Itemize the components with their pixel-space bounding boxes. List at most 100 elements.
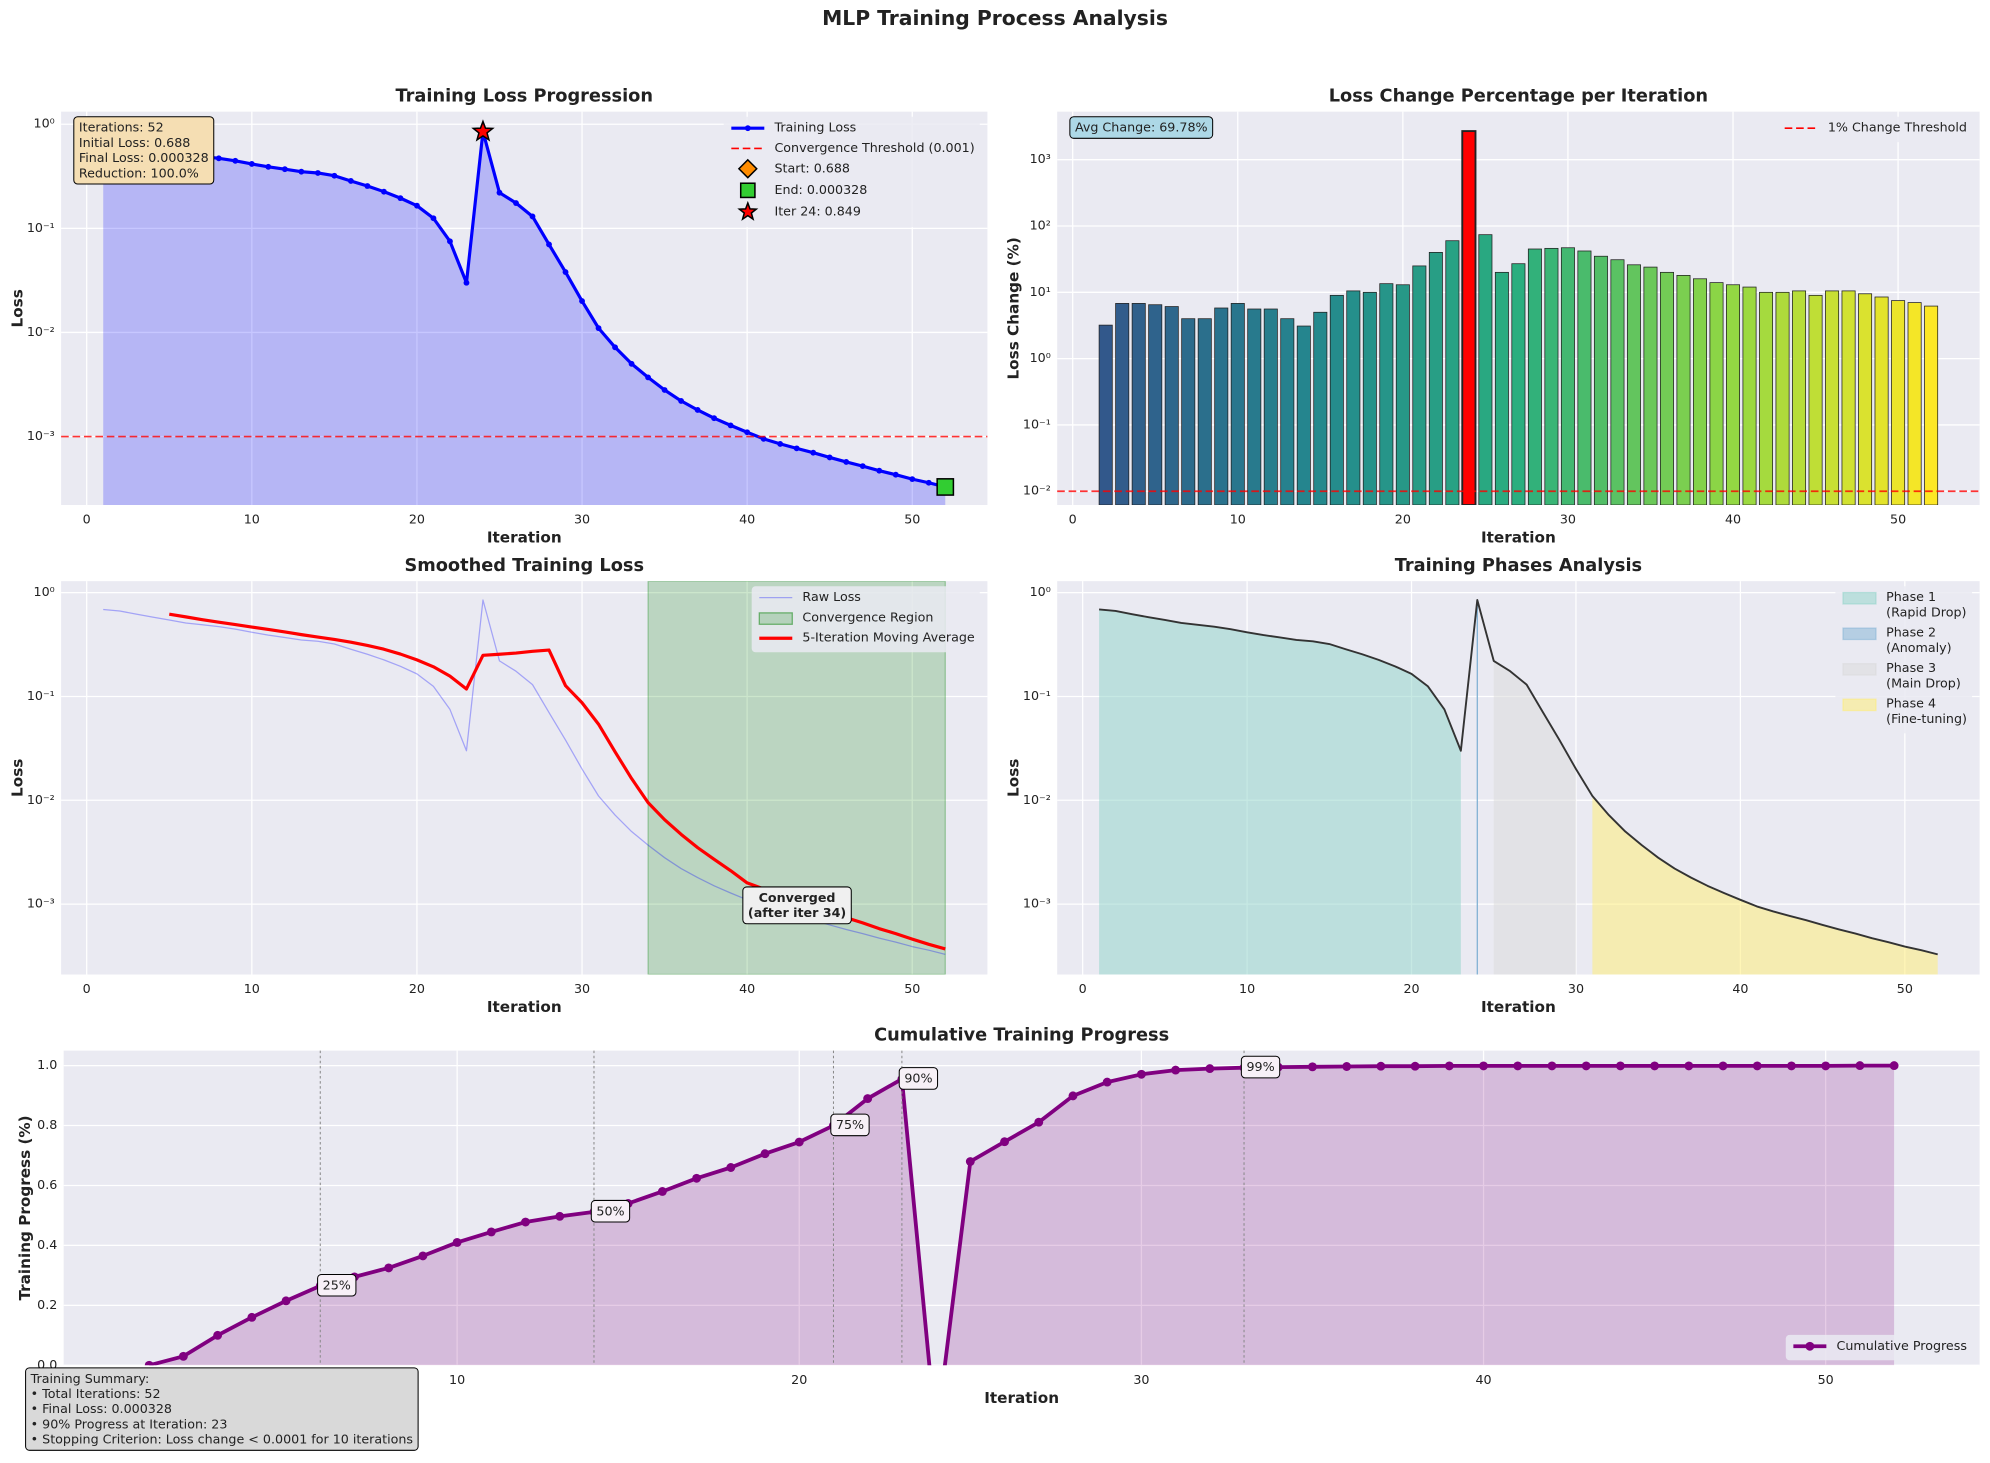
point <box>777 440 784 447</box>
point <box>1102 1077 1112 1087</box>
point <box>843 459 850 465</box>
point <box>281 1296 291 1306</box>
x-axis-label: Iteration <box>487 998 562 1016</box>
legend-label: Iter 24: 0.849 <box>774 203 860 218</box>
point <box>661 387 668 393</box>
x-axis-label: Iteration <box>487 528 562 546</box>
bar <box>1511 263 1526 506</box>
bar <box>1676 275 1691 506</box>
x-tick-label: 50 <box>1890 512 1906 527</box>
text-box-frame <box>830 1113 870 1137</box>
text-box-line: 50% <box>596 1203 624 1218</box>
point <box>347 178 354 184</box>
legend-box <box>723 116 980 228</box>
legend-label: Phase 4 <box>1886 696 1936 711</box>
point <box>562 269 569 275</box>
point <box>1479 1061 1488 1071</box>
x-tick-label: 50 <box>904 981 920 996</box>
bar <box>1924 305 1939 506</box>
y-tick-label: 0.8 <box>37 1117 57 1132</box>
y-axis-label: Loss <box>8 289 26 327</box>
x-tick-label: 10 <box>449 1372 465 1387</box>
x-tick-label: 20 <box>791 1372 807 1387</box>
legend-label: Phase 2 <box>1886 625 1936 640</box>
point <box>1205 1064 1215 1074</box>
point <box>1581 1061 1591 1071</box>
marker-star <box>471 119 495 142</box>
legend-label: 1% Change Threshold <box>1828 120 1967 135</box>
bar <box>1428 252 1443 506</box>
area-fill <box>103 131 946 506</box>
legend-label: (Anomaly) <box>1886 640 1951 655</box>
y-axis-label: Loss Change (%) <box>1005 237 1023 379</box>
y-tick-label: 10⁻¹ <box>1023 416 1051 431</box>
point <box>1171 1065 1181 1075</box>
point <box>1342 1062 1352 1071</box>
point <box>1376 1061 1386 1071</box>
series-line <box>1099 599 1938 956</box>
point <box>692 1173 702 1183</box>
point <box>298 168 305 175</box>
bar <box>1197 318 1212 506</box>
point <box>965 1157 975 1166</box>
bar <box>1445 240 1460 506</box>
y-tick-label: 0.6 <box>37 1177 57 1192</box>
bar <box>1825 290 1840 506</box>
marker-square <box>936 478 955 496</box>
plot-area <box>1098 130 1939 506</box>
milestone-label: 75% <box>830 1113 870 1137</box>
point <box>1547 1061 1557 1071</box>
x-tick-label: 0 <box>83 981 91 996</box>
point <box>1718 1061 1728 1071</box>
x-tick-label: 0 <box>1079 981 1087 996</box>
bar <box>1659 271 1674 506</box>
point <box>645 374 652 381</box>
x-tick-label: 0 <box>83 512 91 527</box>
bar <box>1544 247 1559 506</box>
marker-diamond <box>737 158 758 179</box>
point <box>810 449 817 456</box>
figure-title: MLP Training Process Analysis <box>822 6 1168 30</box>
point <box>144 1360 154 1366</box>
point <box>496 189 503 196</box>
point <box>727 422 734 429</box>
text-box-line: Final Loss: 0.000328 <box>79 150 209 165</box>
legend-symbol <box>1805 1341 1815 1351</box>
point <box>430 215 437 222</box>
point <box>760 435 767 442</box>
legend: Phase 1(Rapid Drop) Phase 2(Anomaly) Phase… <box>1835 586 1973 734</box>
x-tick-label: 10 <box>244 981 260 996</box>
bar <box>1626 264 1641 506</box>
text-box-frame <box>1069 116 1214 139</box>
point <box>657 1187 667 1196</box>
text-box-line: Training Summary: <box>30 1371 150 1386</box>
bar <box>1792 290 1807 506</box>
bar <box>1379 283 1394 506</box>
x-tick-label: 20 <box>1395 512 1411 527</box>
bar <box>1247 308 1262 506</box>
point <box>486 1227 496 1237</box>
x-tick-label: 10 <box>244 512 260 527</box>
annotation: Converged(after iter 34) <box>742 886 852 925</box>
point <box>1068 1091 1078 1101</box>
bar <box>1329 294 1344 506</box>
x-tick-label: 20 <box>409 981 425 996</box>
text-box-line: • Stopping Criterion: Loss change < 0.00… <box>31 1432 413 1447</box>
x-tick-label: 0 <box>1069 512 1077 527</box>
text-box-line: Iterations: 52 <box>79 120 164 135</box>
y-tick-label: 10⁻² <box>27 792 55 807</box>
bar <box>1263 308 1278 506</box>
point <box>694 407 701 413</box>
text-box-line: Converged <box>759 890 836 905</box>
legend-label: (Main Drop) <box>1886 675 1961 690</box>
legend-label: End: 0.000328 <box>774 182 867 197</box>
legend-label: Start: 0.688 <box>774 160 850 175</box>
point <box>1787 1061 1796 1071</box>
chart-title: Loss Change Percentage per Iteration <box>1329 86 1708 106</box>
point <box>1889 1061 1899 1071</box>
bar <box>1296 325 1311 506</box>
legend-box <box>1777 116 1973 143</box>
marker-star <box>737 200 759 221</box>
legend-symbol <box>1842 662 1877 676</box>
